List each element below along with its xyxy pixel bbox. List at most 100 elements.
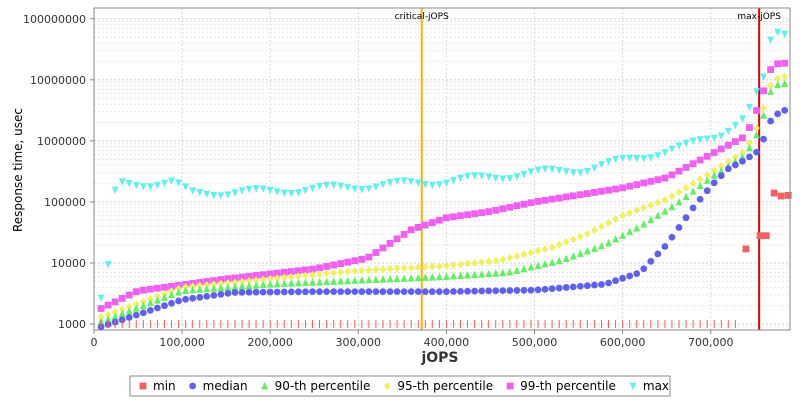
point <box>393 235 401 243</box>
point <box>231 189 239 197</box>
point <box>598 281 605 288</box>
point <box>710 179 718 187</box>
point <box>421 273 429 281</box>
point <box>393 177 401 186</box>
point <box>478 270 486 278</box>
point <box>161 283 168 291</box>
point <box>132 300 140 309</box>
point <box>717 172 725 180</box>
point <box>710 166 718 175</box>
point <box>654 211 662 219</box>
point <box>520 264 528 273</box>
point <box>619 184 627 192</box>
point <box>337 288 345 296</box>
point <box>739 115 746 123</box>
point <box>287 268 295 275</box>
point <box>760 104 767 113</box>
point <box>717 162 725 170</box>
point <box>760 135 767 143</box>
point <box>506 268 514 276</box>
point <box>774 80 782 89</box>
point <box>527 168 535 176</box>
point <box>407 226 415 234</box>
x-tick-label: 100,000 <box>159 336 205 349</box>
legend-item: max <box>629 379 669 393</box>
point <box>224 191 232 199</box>
point <box>280 279 288 287</box>
point <box>125 291 133 299</box>
point <box>358 186 366 194</box>
point <box>323 263 330 270</box>
point <box>372 183 380 191</box>
point <box>485 257 493 266</box>
point <box>168 282 175 290</box>
point <box>583 246 591 255</box>
point <box>372 249 380 256</box>
point <box>175 297 182 305</box>
point <box>591 189 598 196</box>
point <box>280 273 288 282</box>
point <box>513 266 521 274</box>
point <box>386 265 394 273</box>
point <box>478 209 486 217</box>
point <box>647 201 655 210</box>
point <box>351 185 359 193</box>
point <box>760 111 767 119</box>
point <box>118 316 126 324</box>
point <box>682 214 690 222</box>
point <box>647 215 655 224</box>
point <box>189 187 197 195</box>
point <box>372 265 380 274</box>
point <box>668 171 676 179</box>
point <box>238 288 246 296</box>
point <box>210 284 218 292</box>
point <box>605 158 612 166</box>
point <box>506 253 514 262</box>
series-median <box>97 106 789 331</box>
point <box>647 177 655 185</box>
point <box>139 286 147 294</box>
point <box>125 302 133 311</box>
point <box>161 302 168 310</box>
point <box>182 295 190 303</box>
point <box>534 261 542 270</box>
point <box>238 187 246 195</box>
point <box>435 262 443 271</box>
point <box>668 233 676 241</box>
point <box>443 288 450 296</box>
point <box>217 279 225 288</box>
point <box>245 276 253 285</box>
point <box>640 203 648 212</box>
point <box>266 186 274 195</box>
point <box>294 189 302 197</box>
point <box>612 215 619 224</box>
point <box>661 207 669 215</box>
point <box>742 245 750 253</box>
point <box>520 286 528 294</box>
point <box>125 306 133 315</box>
point <box>499 268 507 277</box>
legend: min median 90-th percentile 95-th percentil… <box>139 379 669 393</box>
point <box>344 258 352 266</box>
point <box>731 161 739 169</box>
point <box>323 288 330 296</box>
point <box>682 164 690 171</box>
legend-label: max <box>643 379 669 393</box>
point <box>421 221 429 229</box>
point <box>287 190 295 198</box>
point <box>309 278 316 286</box>
point <box>146 285 154 293</box>
point <box>520 170 528 179</box>
point <box>499 175 507 183</box>
point <box>520 200 528 208</box>
point <box>400 264 408 273</box>
point <box>767 87 775 96</box>
point <box>132 288 140 296</box>
point <box>400 274 408 282</box>
point <box>316 264 323 272</box>
point <box>492 287 500 295</box>
point <box>302 271 309 280</box>
point <box>781 79 789 87</box>
legend-swatch <box>629 382 637 390</box>
point <box>407 288 415 296</box>
